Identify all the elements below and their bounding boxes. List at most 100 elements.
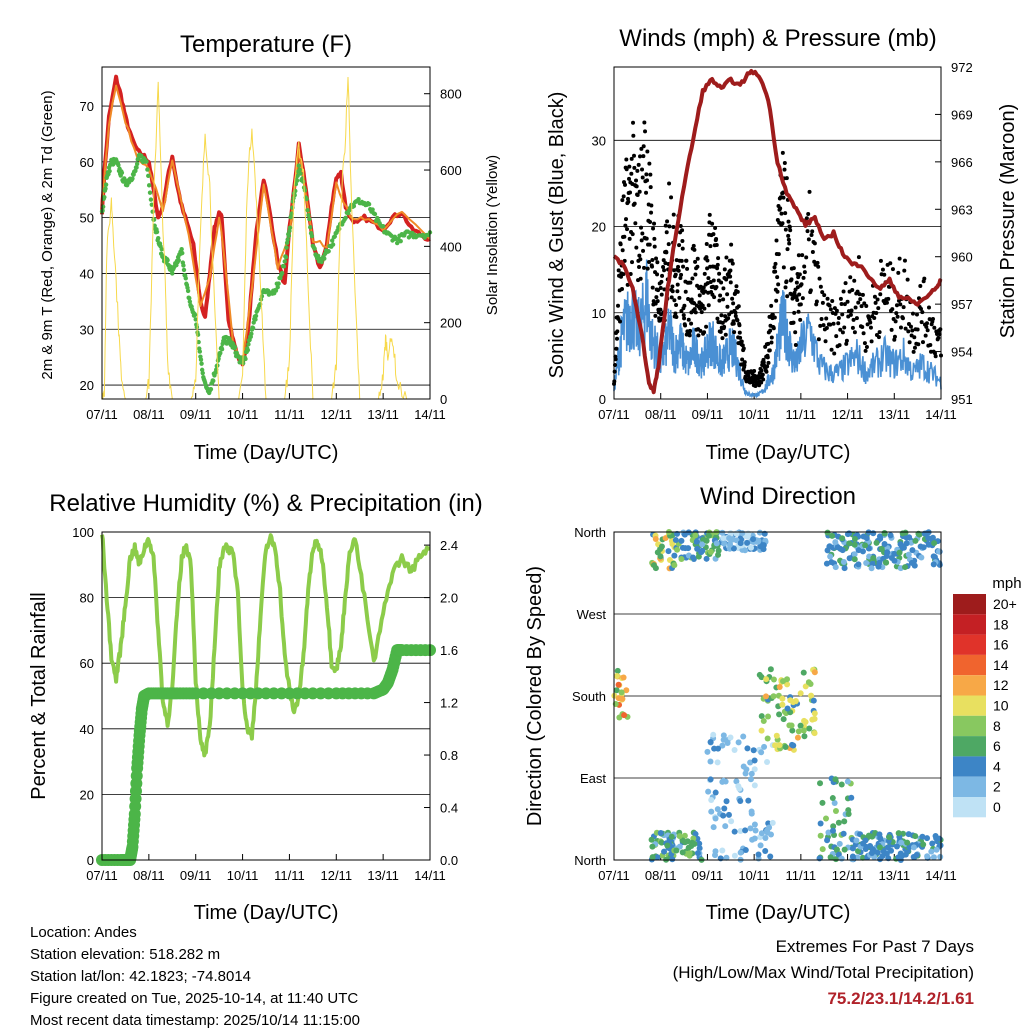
dewpoint-point xyxy=(380,223,386,229)
direction-point xyxy=(735,783,742,790)
speed-legend-label: 20+ xyxy=(993,596,1017,612)
speed-legend-label: 0 xyxy=(993,799,1001,815)
gust-point xyxy=(664,230,669,235)
gust-point xyxy=(806,211,811,216)
direction-point xyxy=(618,689,625,696)
gust-point xyxy=(658,307,663,312)
gust-point xyxy=(782,167,787,172)
gust-point xyxy=(857,292,862,297)
direction-point xyxy=(751,766,758,773)
gust-point xyxy=(834,334,839,339)
winds-ytick-right-label: 963 xyxy=(951,202,973,217)
gust-point xyxy=(814,299,819,304)
winds-ytick-right-label: 966 xyxy=(951,155,973,170)
direction-ylabel: Direction (Colored By Speed) xyxy=(524,566,546,826)
direction-xtick-label: 14/11 xyxy=(925,868,957,883)
gust-point xyxy=(831,321,836,326)
direction-point xyxy=(762,693,769,700)
gust-point xyxy=(837,343,842,348)
gust-point xyxy=(818,284,823,289)
direction-point xyxy=(868,850,875,857)
gust-point xyxy=(776,252,781,257)
direction-point xyxy=(881,530,888,537)
humidity-xtick-label: 14/11 xyxy=(414,868,446,883)
direction-point xyxy=(936,835,943,842)
gust-point xyxy=(841,289,846,294)
direction-xtick-label: 12/11 xyxy=(832,868,864,883)
gust-point xyxy=(895,314,900,319)
direction-point xyxy=(745,797,752,804)
gust-point xyxy=(884,300,889,305)
gust-point xyxy=(640,231,645,236)
direction-point xyxy=(802,683,809,690)
direction-point xyxy=(881,541,888,548)
direction-point xyxy=(827,553,834,560)
gust-point xyxy=(650,264,655,269)
gust-point xyxy=(718,293,723,298)
direction-point xyxy=(693,538,700,545)
direction-point xyxy=(721,540,728,547)
direction-point xyxy=(692,831,699,838)
gust-point xyxy=(673,272,678,277)
gust-point xyxy=(796,309,801,314)
direction-point xyxy=(619,695,626,702)
gust-point xyxy=(621,194,626,199)
gust-point xyxy=(661,258,666,263)
gust-point xyxy=(825,296,830,301)
gust-point xyxy=(692,301,697,306)
direction-point xyxy=(707,548,714,555)
direction-point xyxy=(776,742,783,749)
gust-point xyxy=(922,276,927,281)
direction-point xyxy=(851,556,858,563)
gust-point xyxy=(676,268,681,273)
direction-point xyxy=(751,782,758,789)
direction-point xyxy=(832,808,839,815)
direction-point xyxy=(705,532,712,539)
gust-point xyxy=(890,307,895,312)
gust-point xyxy=(676,264,681,269)
humidity-xtick-label: 10/11 xyxy=(227,868,259,883)
gust-point xyxy=(844,341,849,346)
gust-point xyxy=(649,203,654,208)
gust-point xyxy=(851,317,856,322)
direction-point xyxy=(712,789,719,796)
gust-point xyxy=(731,321,736,326)
dewpoint-point xyxy=(356,196,361,202)
gust-point xyxy=(649,210,654,215)
direction-point xyxy=(920,544,927,551)
gust-point xyxy=(860,325,865,330)
dewpoint-point xyxy=(100,208,105,213)
gust-point xyxy=(630,260,635,265)
direction-point xyxy=(714,759,721,766)
direction-point xyxy=(929,840,936,847)
direction-point xyxy=(883,559,890,566)
gust-point xyxy=(736,304,741,309)
gust-point xyxy=(843,281,848,286)
gust-point xyxy=(828,322,833,327)
direction-point xyxy=(773,732,780,739)
dewpoint-point xyxy=(103,186,108,191)
gust-point xyxy=(742,360,747,365)
gust-point xyxy=(834,308,839,313)
direction-point xyxy=(929,534,936,541)
speed-legend-label: 10 xyxy=(993,698,1009,714)
gust-point xyxy=(655,299,660,304)
direction-point xyxy=(719,778,726,785)
winds-xtick-label: 08/11 xyxy=(645,407,677,422)
gust-point xyxy=(874,310,879,315)
gust-point xyxy=(868,325,873,330)
direction-point xyxy=(920,841,927,848)
gust-point xyxy=(730,261,735,266)
gust-point xyxy=(666,242,671,247)
gust-point xyxy=(876,335,881,340)
direction-point xyxy=(649,854,656,861)
direction-point xyxy=(855,547,862,554)
gust-point xyxy=(902,258,907,263)
direction-point xyxy=(723,854,730,861)
direction-point xyxy=(725,811,732,818)
gust-point xyxy=(892,337,897,342)
direction-point xyxy=(720,812,727,819)
gust-point xyxy=(630,232,635,237)
direction-point xyxy=(731,746,738,753)
humidity-ytick-right-label: 2.0 xyxy=(440,591,458,606)
